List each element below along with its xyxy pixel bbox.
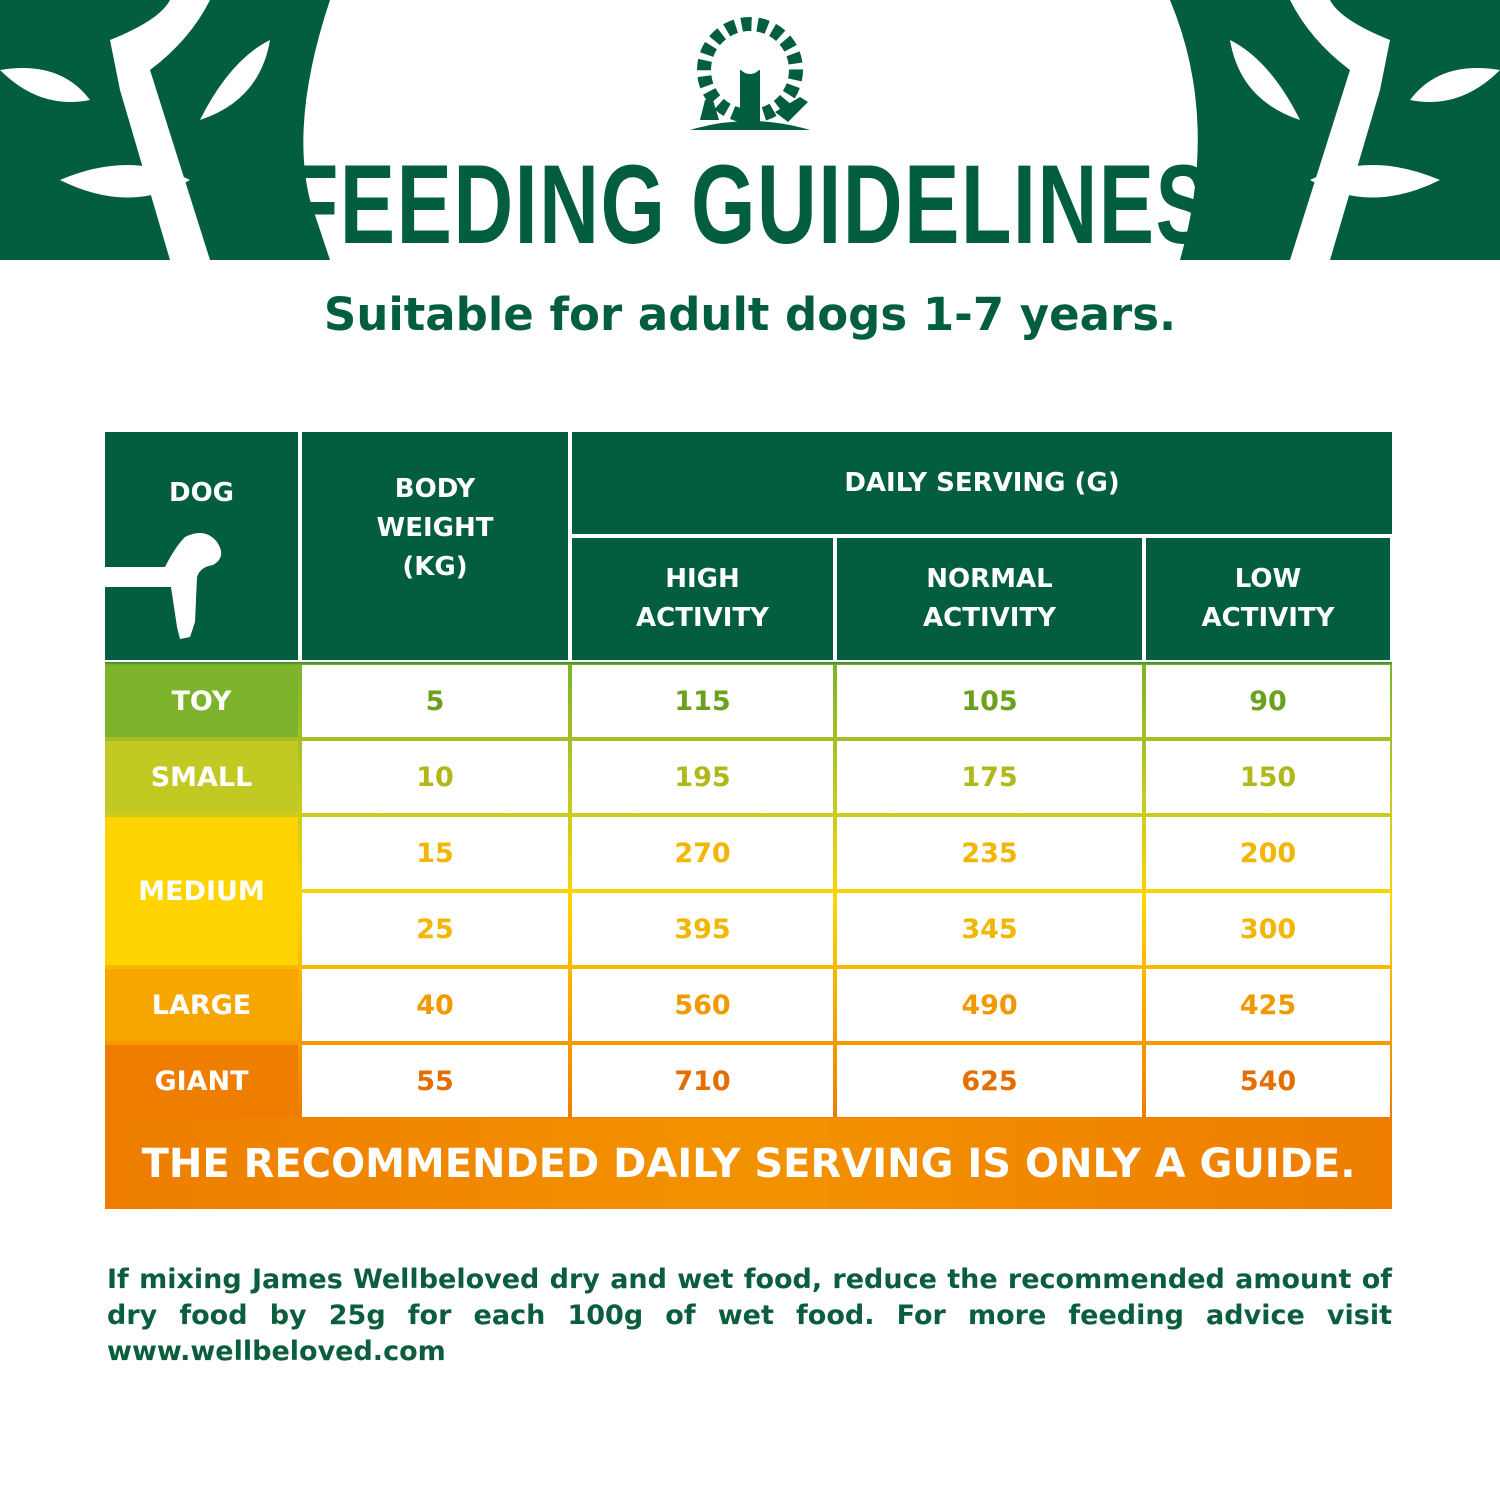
header-cell: BODY WEIGHT (KG)	[302, 432, 568, 660]
table-cell: 55	[302, 1045, 568, 1117]
title: FEEDING GUIDELINES	[287, 142, 1213, 267]
size-label: TOY	[105, 665, 298, 737]
size-label: GIANT	[105, 1045, 298, 1117]
table-cell: 490	[837, 969, 1142, 1041]
header-cell: DAILY SERVING (G)	[572, 432, 1392, 534]
header-cell: HIGH ACTIVITY	[572, 538, 833, 660]
table-cell: 200	[1146, 817, 1390, 889]
table-cell: 25	[302, 893, 568, 965]
table-cell: 15	[302, 817, 568, 889]
table-cell: 115	[572, 665, 833, 737]
table-cell: 195	[572, 741, 833, 813]
table-cell: 40	[302, 969, 568, 1041]
table-cell: 345	[837, 893, 1142, 965]
table-cell: 90	[1146, 665, 1390, 737]
decoration: ™	[0, 0, 1500, 260]
table-cell: 270	[572, 817, 833, 889]
dog-icon	[105, 533, 222, 639]
table-cell: 300	[1146, 893, 1390, 965]
table-cell: 10	[302, 741, 568, 813]
table-cell: 425	[1146, 969, 1390, 1041]
footnote: If mixing James Wellbeloved dry and wet …	[107, 1264, 1392, 1367]
table-cell: 175	[837, 741, 1142, 813]
table-cell: 5	[302, 665, 568, 737]
size-label: SMALL	[105, 741, 298, 813]
banner: THE RECOMMENDED DAILY SERVING IS ONLY A …	[105, 1118, 1392, 1209]
table-cell: 150	[1146, 741, 1390, 813]
subtitle: Suitable for adult dogs 1-7 years.	[323, 288, 1177, 341]
logo-mark: ™	[790, 90, 800, 101]
table: DOG BODY WEIGHT (KG) DAILY SERVING (G) H…	[105, 432, 1392, 1118]
size-label: LARGE	[105, 969, 298, 1041]
size-label: MEDIUM	[105, 817, 298, 965]
table-cell: 540	[1146, 1045, 1390, 1117]
table-cell: 560	[572, 969, 833, 1041]
table-cell: 625	[837, 1045, 1142, 1117]
table-cell: 395	[572, 893, 833, 965]
header-cell: LOW ACTIVITY	[1146, 538, 1390, 660]
table-cell: 710	[572, 1045, 833, 1117]
table-cell: 105	[837, 665, 1142, 737]
table-cell: 235	[837, 817, 1142, 889]
header-cell: NORMAL ACTIVITY	[837, 538, 1142, 660]
